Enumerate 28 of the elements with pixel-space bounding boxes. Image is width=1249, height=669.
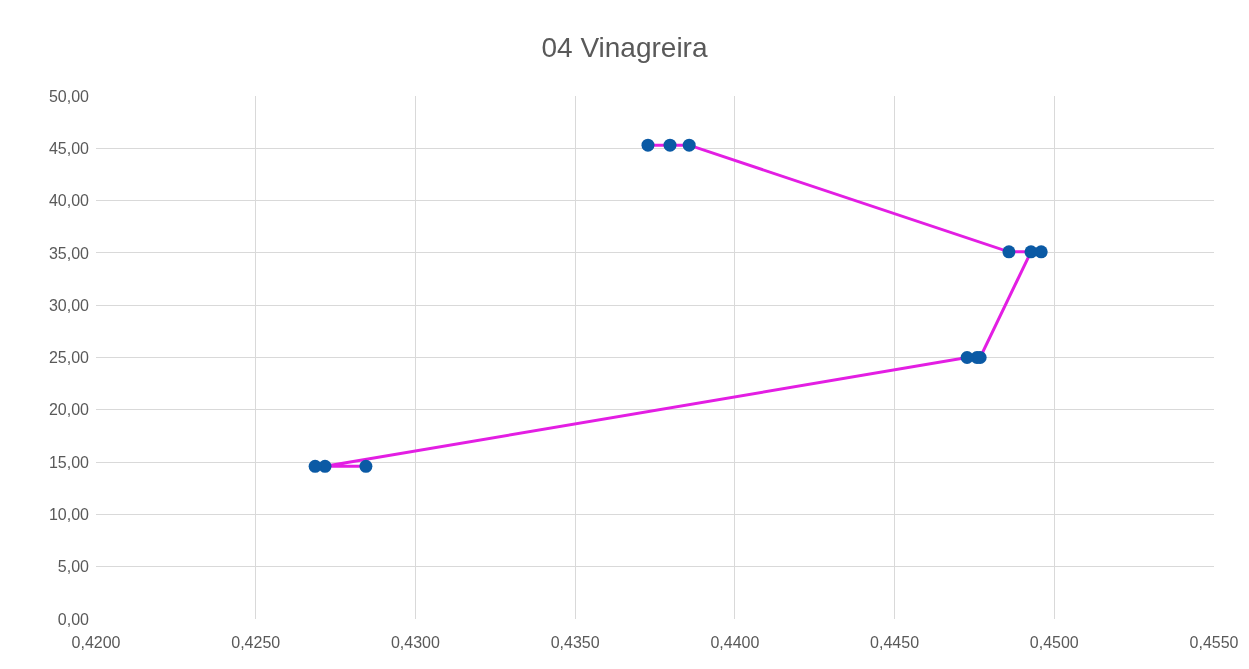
y-tick-label: 20,00 [48,401,90,419]
y-tick-label: 25,00 [48,349,90,367]
y-tick-label: 10,00 [48,506,90,523]
point [641,138,655,152]
y-tick-label: 40,00 [48,192,90,210]
x-tick-label: 0,4550 [1189,634,1239,651]
y-tick-label: 0,00 [57,610,90,628]
x-tick-label: 0,4400 [710,634,760,651]
point [1002,245,1016,259]
y-tick-label: 30,00 [48,296,90,314]
point [663,138,677,152]
x-tick-label: 0,4300 [390,634,440,651]
x-tick-label: 0,4350 [550,634,600,651]
y-tick-label: 15,00 [48,453,90,471]
point [682,138,696,152]
chart-title: 04 Vinagreira [541,31,708,63]
point [359,459,373,473]
x-tick-label: 0,4200 [71,634,121,651]
x-tick-label: 0,4500 [1029,634,1079,651]
point [1024,245,1038,259]
x-tick-label: 0,4250 [231,634,281,651]
point [960,351,974,364]
y-tick-label: 5,00 [57,558,90,576]
y-tick-label: 50,00 [48,87,90,105]
y-tick-label: 45,00 [48,139,90,157]
y-tick-label: 35,00 [48,244,90,262]
point [308,459,322,473]
x-tick-label: 0,4450 [870,634,920,651]
